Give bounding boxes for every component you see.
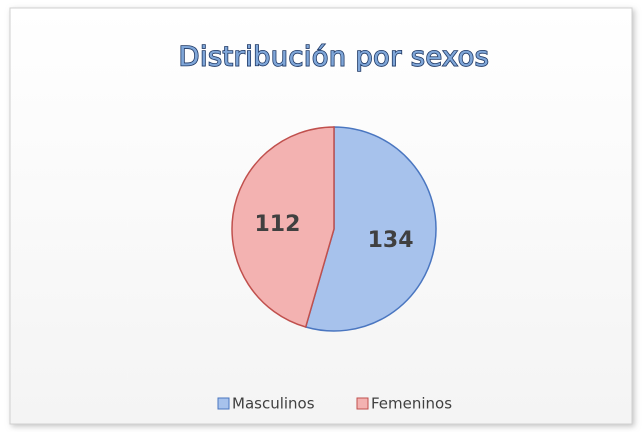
legend-label: Femeninos	[371, 395, 452, 413]
chart-title: Distribución por sexos	[179, 42, 490, 73]
pie-slice	[304, 126, 437, 332]
legend-swatch	[217, 397, 230, 410]
data-label: 134	[368, 228, 414, 253]
legend-label: Masculinos	[232, 395, 315, 413]
legend-swatch	[356, 397, 369, 410]
pie-slice	[231, 126, 335, 328]
data-label: 112	[254, 212, 300, 237]
